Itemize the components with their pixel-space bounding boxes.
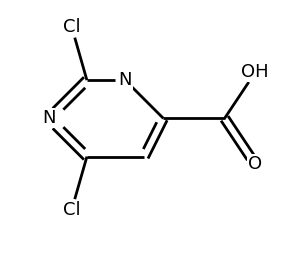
- Text: Cl: Cl: [63, 201, 80, 219]
- Text: N: N: [118, 71, 132, 89]
- Text: Cl: Cl: [63, 18, 80, 35]
- Text: OH: OH: [241, 64, 269, 81]
- Text: N: N: [42, 109, 56, 127]
- Text: O: O: [248, 155, 262, 173]
